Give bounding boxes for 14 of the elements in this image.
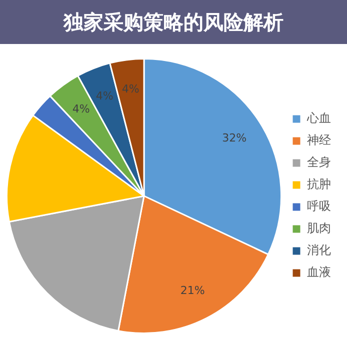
- data-label: 4%: [122, 82, 140, 96]
- legend-label: 消化: [307, 243, 331, 258]
- data-label: 4%: [72, 102, 90, 116]
- chart-title: 独家采购策略的风险解析: [0, 0, 347, 44]
- legend-label: 呼吸: [307, 199, 331, 214]
- legend-label: 神经: [307, 133, 331, 148]
- legend-label: 心血: [306, 111, 331, 126]
- legend-label: 全身: [307, 155, 331, 170]
- data-label: 32%: [222, 131, 247, 144]
- data-label: 21%: [180, 284, 205, 298]
- legend-label: 血液: [307, 265, 331, 280]
- data-label: 4%: [96, 89, 114, 102]
- legend-label: 肌肉: [307, 221, 331, 236]
- legend-label: 抗肿: [307, 177, 331, 192]
